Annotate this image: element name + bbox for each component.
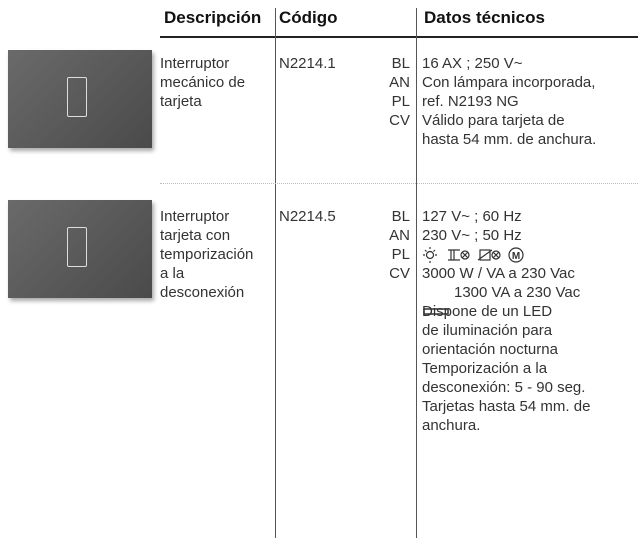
header-description: Descripción (164, 8, 262, 27)
variant: AN (389, 227, 410, 244)
header-rule (160, 36, 638, 38)
data-line: anchura. (422, 417, 481, 434)
variant: CV (389, 112, 410, 129)
variant: PL (391, 93, 410, 110)
variant: AN (389, 74, 410, 91)
product-image (8, 50, 152, 148)
data-line: Temporización a la (422, 360, 548, 377)
product-image (8, 200, 152, 298)
data-line: Dispone de un LED (422, 303, 553, 320)
data-line: Con lámpara incorporada, (422, 74, 596, 91)
description-line: temporización (160, 246, 254, 263)
data-line: 16 AX ; 250 V~ (422, 55, 523, 72)
header-data: Datos técnicos (424, 8, 545, 27)
data-line: 1300 VA a 230 Vac (454, 284, 581, 301)
data-line: de iluminación para (422, 322, 553, 339)
data-line: 230 V~ ; 50 Hz (422, 227, 522, 244)
description-line: desconexión (160, 284, 245, 301)
row-separator (160, 183, 638, 184)
load-symbols: M (423, 247, 524, 263)
description-line: Interruptor (160, 55, 230, 72)
description-line: tarjeta con (160, 227, 231, 244)
product-code: N2214.1 (279, 55, 336, 72)
variant: BL (391, 55, 410, 72)
data-line: Tarjetas hasta 54 mm. de (422, 398, 591, 415)
description-line: tarjeta (160, 93, 202, 110)
data-line: 127 V~ ; 60 Hz (422, 208, 522, 225)
data-line: desconexión: 5 - 90 seg. (422, 379, 586, 396)
header-code: Código (279, 8, 338, 27)
description-line: a la (160, 265, 185, 282)
column-rule (275, 8, 276, 538)
data-line: orientación nocturna (422, 341, 558, 358)
description-line: Interruptor (160, 208, 230, 225)
column-rule (416, 8, 417, 538)
variant: CV (389, 265, 410, 282)
description-line: mecánico de (160, 74, 246, 91)
product-code: N2214.5 (279, 208, 336, 225)
variant: BL (391, 208, 410, 225)
data-line: hasta 54 mm. de anchura. (422, 131, 597, 148)
data-line: 3000 W / VA a 230 Vac (422, 265, 575, 282)
fluorescent-symbol (423, 308, 449, 315)
svg-text:M: M (512, 251, 520, 262)
data-line: Válido para tarjeta de (422, 112, 565, 129)
variant: PL (391, 246, 410, 263)
data-line: ref. N2193 NG (422, 93, 519, 110)
